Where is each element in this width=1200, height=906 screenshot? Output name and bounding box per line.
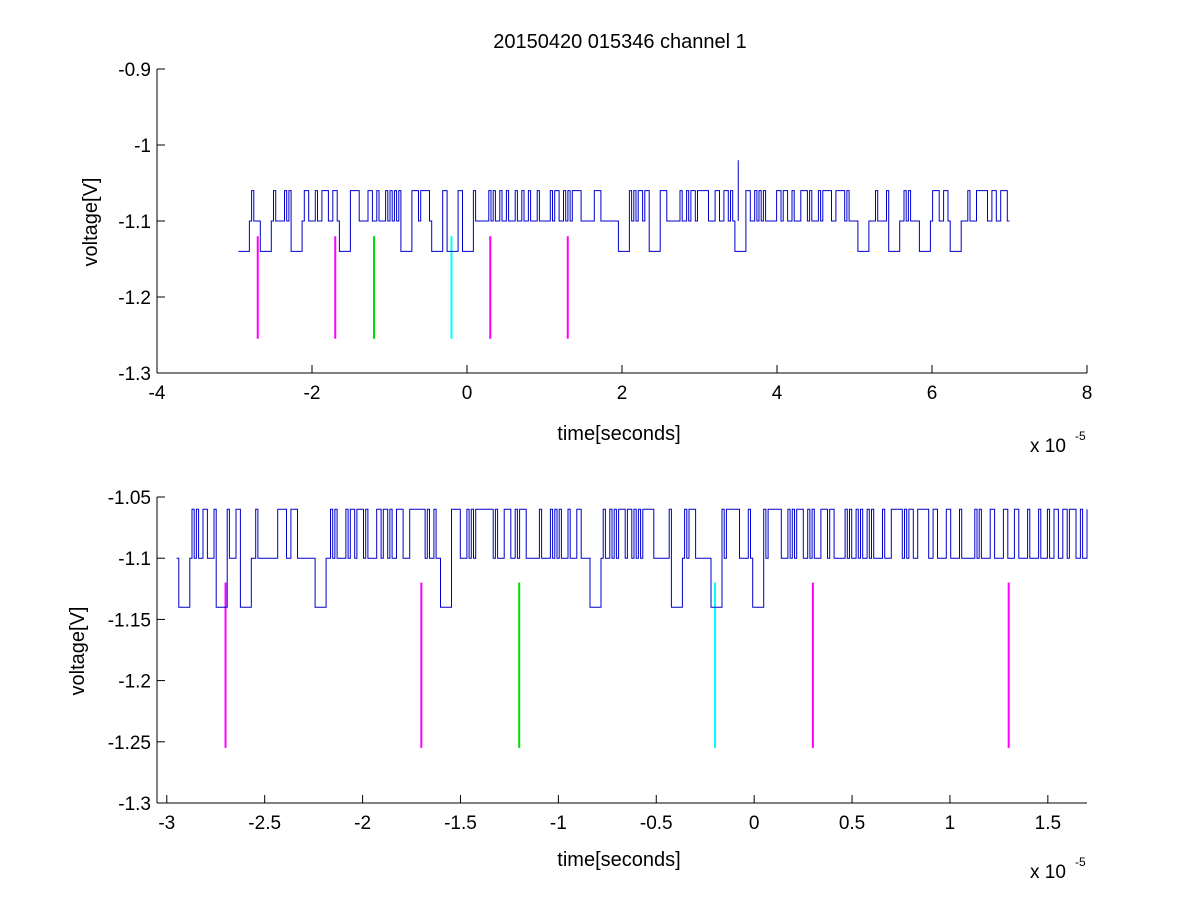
top-subplot: -4 -2 0 2 4 6 8 -1.3 -1.2 -1.1 -1 -0.9 time[second…	[80, 60, 1092, 457]
y-tick-label: -1.1	[118, 212, 151, 233]
bottom-x-exponent-power: -5	[1075, 855, 1086, 869]
bottom-markers	[224, 582, 1010, 748]
y-tick-label: -1.3	[118, 794, 151, 815]
y-tick-label: -1.3	[118, 364, 151, 385]
x-tick-label: -2.5	[248, 813, 281, 834]
y-tick-label: -1	[134, 136, 151, 157]
top-x-axis-label: time[seconds]	[557, 423, 680, 445]
y-tick-label: -1.2	[118, 672, 151, 693]
y-tick-label: -1.1	[118, 549, 151, 570]
x-tick-label: 6	[927, 383, 938, 404]
top-x-ticks: -4 -2 0 2 4 6 8	[149, 365, 1093, 404]
x-tick-label: -4	[149, 383, 166, 404]
bottom-subplot: -3 -2.5 -2 -1.5 -1 -0.5 0 0.5 1 1.5 -1.3 -1.25 -1.2…	[67, 488, 1088, 883]
bottom-x-axis-label: time[seconds]	[557, 849, 680, 871]
figure-title: 20150420 015346 channel 1	[493, 31, 747, 53]
top-markers	[256, 236, 569, 339]
bottom-y-axis-label: voltage[V]	[67, 607, 89, 696]
top-x-exponent-label: x 10	[1030, 436, 1066, 457]
y-tick-label: -1.25	[108, 733, 151, 754]
top-y-ticks: -1.3 -1.2 -1.1 -1 -0.9	[118, 60, 165, 385]
x-tick-label: -3	[158, 813, 175, 834]
top-y-axis-label: voltage[V]	[80, 178, 102, 267]
x-tick-label: 0	[749, 813, 760, 834]
x-tick-label: -1	[550, 813, 567, 834]
x-tick-label: 1	[945, 813, 956, 834]
y-tick-label: -1.15	[108, 610, 151, 631]
x-tick-label: 8	[1082, 383, 1093, 404]
bottom-y-ticks: -1.3 -1.25 -1.2 -1.15 -1.1 -1.05	[108, 488, 165, 815]
signal-trace	[238, 190, 1010, 252]
y-tick-label: -0.9	[118, 60, 151, 81]
y-tick-label: -1.2	[118, 288, 151, 309]
bottom-axes-frame	[156, 497, 1087, 804]
y-tick-label: -1.05	[108, 488, 151, 509]
x-tick-label: 2	[617, 383, 628, 404]
bottom-x-exponent-label: x 10	[1030, 862, 1066, 883]
bottom-signal	[176, 508, 1088, 608]
signal-trace	[176, 508, 1088, 608]
x-tick-label: 1.5	[1035, 813, 1061, 834]
x-tick-label: -2	[354, 813, 371, 834]
x-tick-label: -1.5	[444, 813, 477, 834]
top-signal	[238, 160, 1010, 252]
x-tick-label: -2	[304, 383, 321, 404]
x-tick-label: 0	[462, 383, 473, 404]
x-tick-label: 4	[772, 383, 783, 404]
top-x-exponent-power: -5	[1075, 429, 1086, 443]
x-tick-label: 0.5	[839, 813, 865, 834]
bottom-x-ticks: -3 -2.5 -2 -1.5 -1 -0.5 0 0.5 1 1.5	[158, 795, 1061, 834]
x-tick-label: -0.5	[640, 813, 673, 834]
